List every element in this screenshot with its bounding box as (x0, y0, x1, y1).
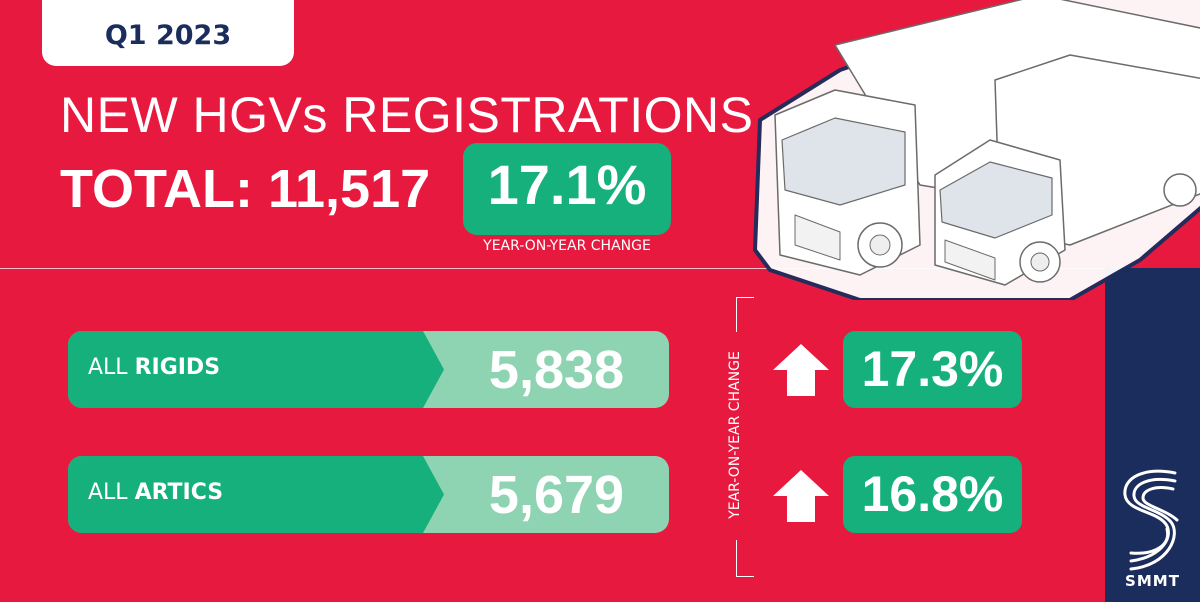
brand-name: SMMT (1125, 572, 1180, 590)
rigids-value: 5,838 (488, 340, 625, 400)
artics-value: 5,679 (488, 465, 625, 525)
total-registrations: TOTAL: 11,517 (60, 159, 431, 219)
rigids-row: ALL RIGIDS 5,838 (68, 331, 669, 408)
rigids-label-panel (68, 331, 444, 408)
period-label: Q1 2023 (104, 20, 232, 51)
artics-change-value: 16.8% (861, 466, 1004, 522)
smmt-logo-icon (1123, 469, 1179, 571)
period-tab (42, 0, 294, 66)
total-change-badge (463, 143, 671, 235)
up-arrow-icon (773, 470, 829, 522)
total-change-value: 17.1% (487, 153, 647, 216)
rigids-change-value: 17.3% (861, 341, 1004, 397)
rigids-label: ALL RIGIDS (88, 355, 221, 380)
artics-label: ALL ARTICS (88, 480, 224, 505)
page-title: NEW HGVs REGISTRATIONS (60, 87, 754, 143)
divider (0, 268, 1105, 269)
artics-row: ALL ARTICS 5,679 (68, 456, 669, 533)
up-arrow-icon (773, 344, 829, 396)
artics-change-badge (843, 456, 1022, 533)
artics-label-panel (68, 456, 444, 533)
truck-illustration (753, 0, 1200, 300)
bracket-tick-bottom (736, 576, 754, 577)
bracket-line-bottom (736, 540, 737, 576)
rigids-change-badge (843, 331, 1022, 408)
yoy-vertical-caption: YEAR-ON-YEAR CHANGE (727, 351, 743, 519)
bracket-tick-top (736, 297, 754, 298)
brand-band (1105, 268, 1200, 602)
bracket-line-top (736, 297, 737, 332)
total-change-caption: YEAR-ON-YEAR CHANGE (483, 238, 651, 254)
